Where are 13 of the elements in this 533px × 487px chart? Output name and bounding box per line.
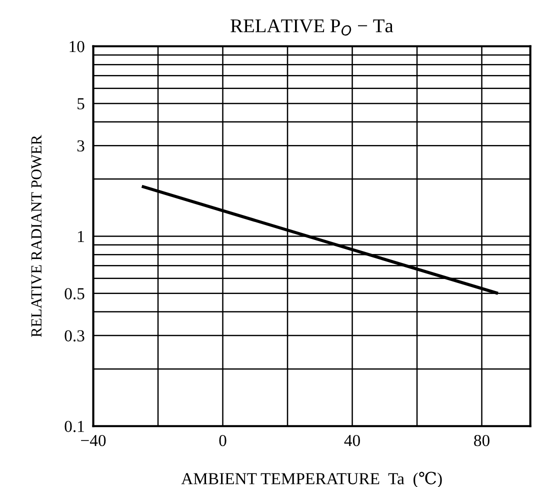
y-axis-title: RELATIVE RADIANT POWER <box>31 134 42 338</box>
y-tick-label: 0.1 <box>64 420 84 432</box>
y-tick-label: 3 <box>77 140 84 152</box>
y-tick-label: 0.5 <box>64 288 84 300</box>
y-tick-label: 5 <box>78 98 84 110</box>
y-tick-label: 0.3 <box>64 330 84 342</box>
chart-title: RELATIVE P$_{O}$ − Ta <box>230 19 394 36</box>
x-tick-label: 0 <box>219 434 226 446</box>
x-tick-label: −40 <box>81 434 106 446</box>
x-tick-label: 80 <box>474 434 490 446</box>
y-tick-label: 1 <box>78 230 84 242</box>
y-tick-label: 10 <box>70 40 84 52</box>
x-tick-label: 40 <box>344 434 360 446</box>
